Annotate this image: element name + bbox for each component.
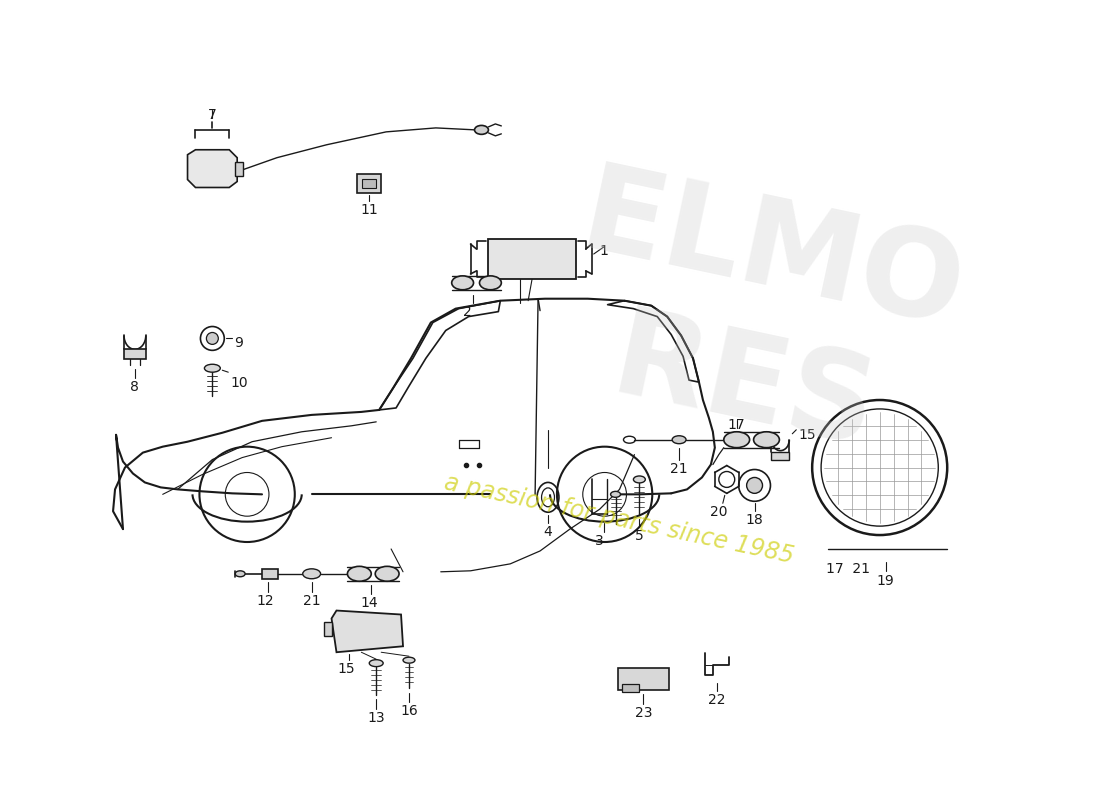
Bar xyxy=(771,452,790,459)
Text: 11: 11 xyxy=(361,203,378,218)
Text: ELMO
RES: ELMO RES xyxy=(543,157,975,484)
Circle shape xyxy=(208,165,217,173)
Ellipse shape xyxy=(302,569,320,578)
Ellipse shape xyxy=(375,566,399,582)
Text: 10: 10 xyxy=(230,376,248,390)
Bar xyxy=(323,622,331,636)
Text: 3: 3 xyxy=(595,534,604,548)
Text: 18: 18 xyxy=(746,514,763,527)
Ellipse shape xyxy=(724,432,749,448)
Text: 5: 5 xyxy=(635,529,643,543)
Circle shape xyxy=(207,333,218,344)
Ellipse shape xyxy=(235,571,245,577)
Ellipse shape xyxy=(634,476,646,483)
Text: 19: 19 xyxy=(877,574,894,588)
Text: 16: 16 xyxy=(400,704,418,718)
Text: 17: 17 xyxy=(728,418,746,432)
Bar xyxy=(235,162,243,175)
Circle shape xyxy=(747,478,762,494)
Bar xyxy=(362,178,376,189)
Ellipse shape xyxy=(205,364,220,372)
Polygon shape xyxy=(331,610,403,652)
Text: 15: 15 xyxy=(799,428,816,442)
Ellipse shape xyxy=(370,660,383,666)
Text: 23: 23 xyxy=(635,706,652,720)
Ellipse shape xyxy=(754,432,780,448)
Text: 22: 22 xyxy=(708,693,726,707)
Text: 17  21: 17 21 xyxy=(826,562,870,576)
Text: a passion for parts since 1985: a passion for parts since 1985 xyxy=(442,470,796,568)
Bar xyxy=(262,569,278,578)
Ellipse shape xyxy=(474,126,488,134)
Text: 21: 21 xyxy=(670,462,688,475)
Polygon shape xyxy=(187,150,238,187)
Bar xyxy=(621,684,639,692)
Text: 20: 20 xyxy=(711,506,727,519)
Text: 12: 12 xyxy=(256,594,274,608)
Text: 4: 4 xyxy=(543,525,552,539)
Ellipse shape xyxy=(672,436,686,444)
Text: 8: 8 xyxy=(131,380,140,394)
Text: 14: 14 xyxy=(361,596,378,610)
Text: 13: 13 xyxy=(367,711,385,725)
Bar xyxy=(488,239,575,279)
Text: 2: 2 xyxy=(463,305,472,318)
Text: 15: 15 xyxy=(338,662,355,676)
Bar xyxy=(124,350,146,359)
Ellipse shape xyxy=(610,491,620,498)
Ellipse shape xyxy=(480,276,502,290)
Text: 21: 21 xyxy=(302,594,320,608)
Ellipse shape xyxy=(403,658,415,663)
Bar xyxy=(617,668,669,690)
Text: 7: 7 xyxy=(208,108,217,122)
Ellipse shape xyxy=(348,566,372,582)
Ellipse shape xyxy=(452,276,473,290)
Text: 9: 9 xyxy=(234,337,243,350)
Text: 1: 1 xyxy=(600,244,608,258)
Bar xyxy=(358,174,382,194)
